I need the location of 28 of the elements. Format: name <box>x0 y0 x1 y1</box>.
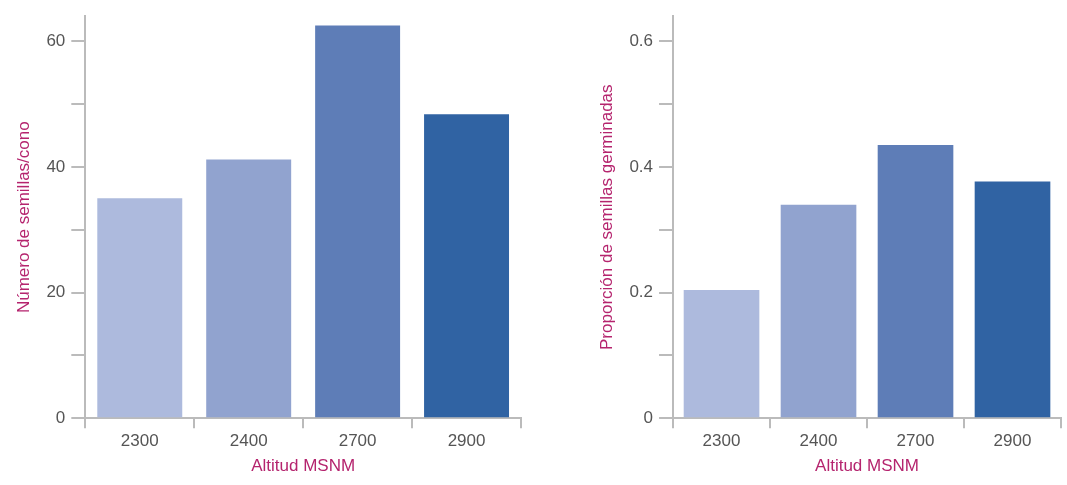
x-tick-label: 2900 <box>993 431 1032 451</box>
bar <box>315 25 401 418</box>
y-tick-label: 0.6 <box>629 31 654 51</box>
bar <box>683 290 760 418</box>
y-tick-label: 0 <box>55 407 66 427</box>
bar <box>97 198 183 418</box>
bar <box>780 204 857 418</box>
y-tick-label: 60 <box>46 31 66 51</box>
x-tick-label: 2700 <box>338 431 377 451</box>
x-tick-label: 2400 <box>229 431 268 451</box>
x-axis-title: Altitud MSNM <box>251 456 356 476</box>
bar <box>206 159 292 418</box>
y-axis-title: Número de semillas/cono <box>13 121 33 314</box>
y-tick-label: 0.2 <box>629 282 654 302</box>
x-tick-label: 2700 <box>896 431 935 451</box>
y-tick-label: 0 <box>643 407 654 427</box>
x-axis-title: Altitud MSNM <box>815 456 919 476</box>
x-tick-label: 2300 <box>120 431 159 451</box>
bar <box>974 181 1051 418</box>
y-tick-label: 20 <box>46 282 66 302</box>
y-tick-label: 40 <box>46 156 66 176</box>
x-tick-label: 2300 <box>702 431 741 451</box>
y-tick-label: 0.4 <box>629 156 654 176</box>
x-tick-label: 2400 <box>799 431 838 451</box>
bar <box>877 144 954 418</box>
bar <box>424 114 510 418</box>
y-axis-title: Proporción de semillas germinadas <box>596 84 616 350</box>
x-tick-label: 2900 <box>447 431 486 451</box>
